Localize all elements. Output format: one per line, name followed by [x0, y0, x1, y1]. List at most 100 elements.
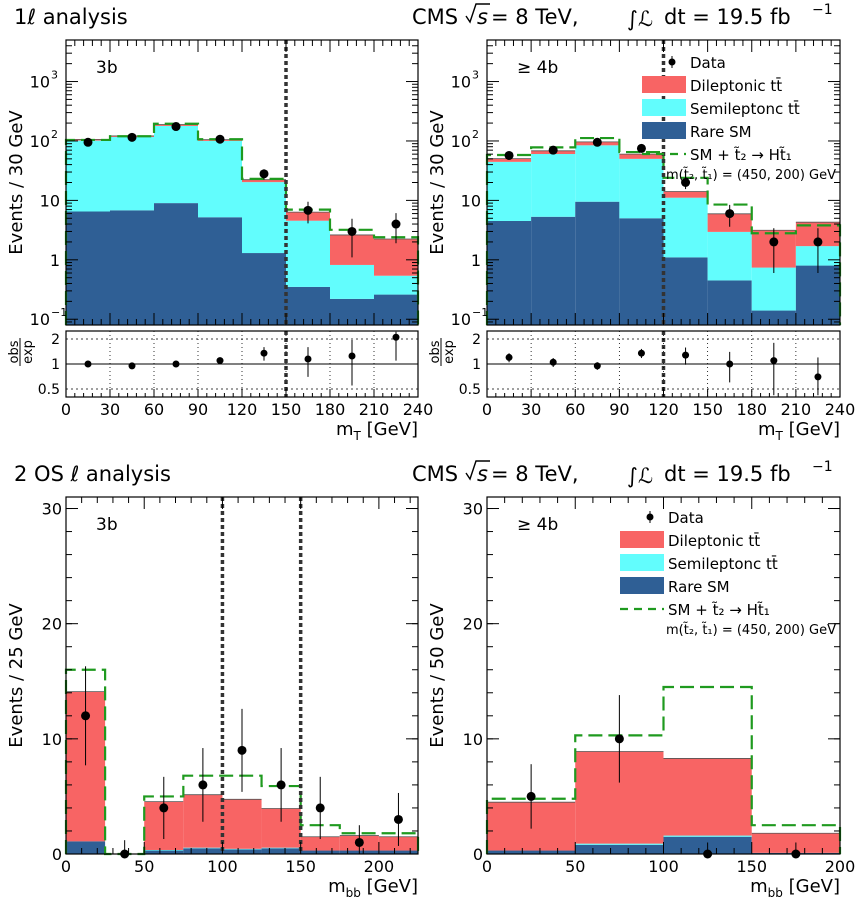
y-tick-label: 10 — [451, 132, 471, 151]
bar-semileptonic — [261, 847, 301, 849]
data-point — [391, 219, 401, 229]
bar-rare — [261, 848, 301, 854]
x-tick-label: 30 — [100, 400, 120, 419]
ratio-point — [260, 349, 268, 357]
x-tick-label: 0 — [482, 400, 492, 419]
data-point — [171, 122, 181, 132]
y-tick-label: 10 — [40, 191, 60, 210]
x-axis-label: mT [GeV] — [336, 419, 418, 443]
x-tick-label: 120 — [227, 400, 258, 419]
bar-rare — [183, 848, 223, 854]
bar-rare — [751, 310, 796, 325]
y-tick-label: 1 — [50, 251, 60, 270]
data-point — [592, 137, 602, 147]
bar-semileptonic — [286, 220, 330, 287]
ratio-point — [304, 355, 312, 363]
data-point — [614, 734, 624, 744]
legend-mass: m(t̃₂, t̃₁) = (450, 200) GeV — [666, 623, 836, 638]
bar-dileptonic — [487, 158, 532, 162]
legend-data-marker — [646, 513, 654, 521]
x-tick-label: 180 — [315, 400, 346, 419]
cms-header-bottom: CMS s = 8 TeV, ∫ℒ dt = 19.5 fb −1 — [412, 459, 833, 488]
bar-semileptonic — [222, 848, 262, 850]
legend-mass: m(t̃₂, t̃₁) = (450, 200) GeV — [666, 168, 836, 183]
ratio-tick-label: 0.5 — [459, 382, 481, 398]
y-tick-label: 10 — [463, 730, 483, 749]
bar-rare — [286, 286, 330, 325]
ratio-tick-label: 1 — [51, 357, 60, 373]
y-tick-label: 10 — [42, 730, 62, 749]
ratio-point — [593, 362, 601, 370]
bar-rare — [242, 253, 286, 325]
bar-semileptonic — [663, 835, 752, 837]
bar-semileptonic — [110, 136, 154, 211]
bar-rare — [575, 201, 620, 325]
legend-swatch-rare — [620, 577, 664, 594]
bar-rare — [487, 220, 532, 325]
panel-4: 0 10 20 30 Events / 50 GeV ≥ 4b 0 50 100 150 200mb… — [427, 496, 855, 899]
cms-header-top: CMS s = 8 TeV, ∫ℒ dt = 19.5 fb −1 — [412, 2, 833, 31]
bar-rare — [619, 218, 664, 325]
header-top-left: 1ℓ analysis — [14, 5, 128, 29]
data-point — [548, 145, 558, 155]
legend-label-dileptonic: Dileptonic tt̄ — [690, 76, 782, 95]
bar-rare — [66, 841, 106, 854]
y-tick-label-exp: 2 — [51, 128, 58, 141]
x-tick-label: 150 — [271, 400, 302, 419]
x-tick-label: 150 — [285, 857, 316, 876]
ratio-point — [770, 357, 778, 365]
x-tick-label: 120 — [648, 400, 679, 419]
legend-swatch-semileptonic — [620, 554, 664, 571]
x-tick-label: 90 — [188, 400, 208, 419]
cms-lumi: dt = 19.5 fb — [664, 5, 791, 29]
bar-rare — [531, 216, 576, 325]
ratio-label-bottom: exp — [442, 340, 457, 364]
data-point — [393, 814, 403, 824]
data-point — [198, 780, 208, 790]
bar-dileptonic — [619, 154, 664, 159]
bar-rare — [330, 298, 374, 325]
cms-lumi-exp: −1 — [812, 2, 833, 18]
y-tick-label: 30 — [42, 500, 62, 519]
ratio-label-bottom: exp — [21, 340, 36, 364]
ratio-tick-label: 2 — [472, 332, 481, 348]
panel-label: ≥ 4b — [517, 58, 558, 78]
x-tick-label: 150 — [692, 400, 723, 419]
ratio-point — [348, 352, 356, 360]
x-tick-label: 50 — [134, 857, 154, 876]
y-tick-label: 20 — [42, 615, 62, 634]
x-tick-label: 0 — [482, 857, 492, 876]
bar-semileptonic — [531, 154, 576, 217]
bar-semileptonic — [575, 843, 664, 845]
ratio-point — [505, 353, 513, 361]
ratio-point — [814, 373, 822, 381]
y-tick-label-exp: 3 — [472, 69, 479, 82]
data-point — [504, 150, 514, 160]
data-point — [259, 169, 269, 179]
x-tick-label: 210 — [781, 400, 812, 419]
y-tick-label: 10 — [30, 310, 50, 329]
data-point — [127, 132, 137, 142]
x-axis-label: mbb [GeV] — [328, 876, 418, 899]
x-tick-label: 240 — [825, 400, 856, 419]
bar-rare — [144, 850, 184, 854]
panel-label: ≥ 4b — [517, 515, 558, 535]
data-point — [354, 837, 364, 847]
bar-rare — [795, 265, 840, 325]
panel-label: 3b — [96, 515, 118, 535]
data-point — [315, 803, 325, 813]
x-tick-label: 0 — [61, 400, 71, 419]
bar-rare — [66, 211, 110, 325]
y-tick-label: 10 — [30, 132, 50, 151]
bar-rare — [575, 844, 664, 854]
ratio-point — [682, 351, 690, 359]
bar-rare — [198, 217, 242, 325]
ratio-label-top: obs — [428, 340, 443, 363]
legend-label-signal: SM + t̃₂ → Ht̃₁ — [690, 145, 792, 164]
bar-semileptonic — [751, 267, 796, 311]
ratio-point — [392, 333, 400, 341]
cms-sqrt-s: s — [477, 5, 488, 29]
bar-semileptonic — [707, 231, 752, 281]
